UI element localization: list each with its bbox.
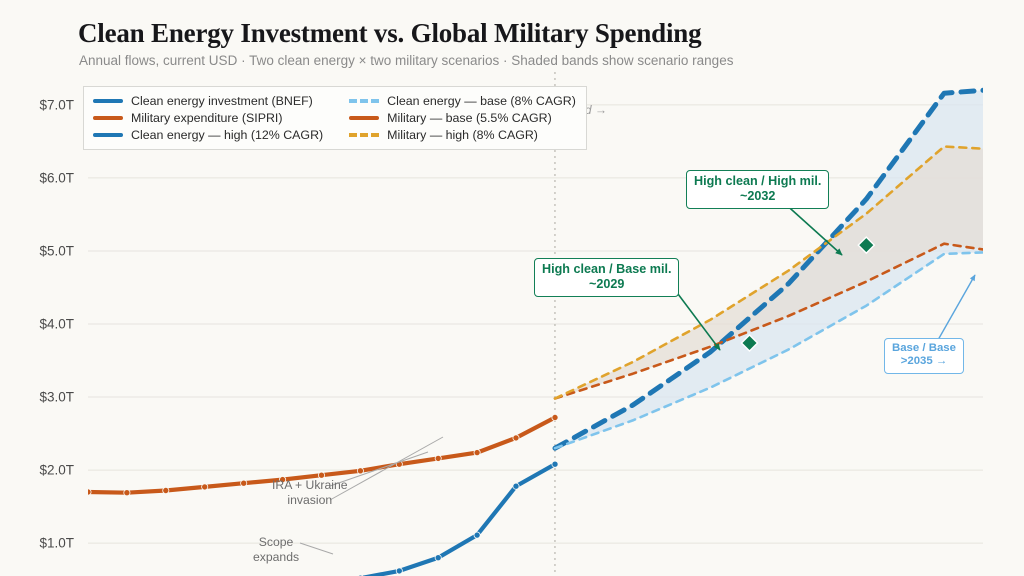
legend-clean-energy-actual[interactable]: Clean energy investment (BNEF) bbox=[93, 94, 323, 108]
series-line-4 bbox=[553, 242, 983, 400]
y-axis-tick-4: $3.0T bbox=[39, 389, 74, 405]
y-axis-tick-0: $7.0T bbox=[39, 97, 74, 113]
legend-military-high[interactable]: Military — high (8% CAGR) bbox=[349, 128, 576, 142]
data-point-1-9 bbox=[434, 454, 442, 462]
page-subtitle: Annual flows, current USD · Two clean en… bbox=[79, 53, 734, 68]
leader-scope bbox=[299, 542, 334, 555]
page-title: Clean Energy Investment vs. Global Milit… bbox=[78, 18, 702, 48]
data-point-1-12 bbox=[551, 413, 559, 421]
data-point-1-4 bbox=[240, 479, 248, 487]
callout-crossover-high-base: High clean / Base mil. ~2029 bbox=[534, 258, 680, 297]
legend-clean-energy-high[interactable]: Clean energy — high (12% CAGR) bbox=[93, 128, 323, 142]
chart-legend: Clean energy investment (BNEF) Clean ener… bbox=[83, 86, 587, 150]
data-point-0-11 bbox=[512, 482, 520, 490]
legend-swatch-icon bbox=[349, 96, 380, 107]
crossover-marker-0[interactable] bbox=[740, 334, 759, 352]
note-scope-expands: Scope expands bbox=[253, 535, 300, 564]
callout-crossover-high-high: High clean / High mil. ~2032 bbox=[686, 170, 830, 209]
leader-ira-military bbox=[329, 451, 429, 487]
a3 bbox=[937, 274, 976, 341]
data-point-0-9 bbox=[434, 554, 442, 562]
callout-base-base: Base / Base >2035 → bbox=[884, 338, 964, 374]
data-point-1-7 bbox=[356, 467, 364, 475]
legend-label: Clean energy investment (BNEF) bbox=[131, 94, 313, 108]
legend-swatch-icon bbox=[349, 113, 380, 124]
series-line-3 bbox=[553, 251, 983, 450]
data-point-1-3 bbox=[201, 483, 209, 491]
data-point-1-11 bbox=[512, 434, 520, 442]
legend-swatch-icon bbox=[93, 113, 123, 124]
data-point-1-6 bbox=[317, 471, 325, 479]
data-point-0-10 bbox=[473, 531, 481, 539]
data-point-1-5 bbox=[279, 476, 287, 484]
legend-label: Military — base (5.5% CAGR) bbox=[387, 111, 552, 125]
y-axis-tick-5: $2.0T bbox=[39, 462, 74, 478]
legend-military-actual[interactable]: Military expenditure (SIPRI) bbox=[93, 111, 323, 125]
crossover-marker-1[interactable] bbox=[857, 236, 876, 255]
series-line-5 bbox=[553, 145, 983, 400]
y-axis-tick-2: $5.0T bbox=[39, 243, 74, 259]
chart-plot-area bbox=[88, 72, 983, 576]
data-point-0-8 bbox=[395, 567, 403, 575]
leader-ira-clean bbox=[329, 436, 444, 501]
y-axis-tick-3: $4.0T bbox=[39, 316, 74, 332]
legend-swatch-icon bbox=[349, 130, 380, 141]
band-clean-energy-range bbox=[555, 90, 983, 449]
legend-label: Clean energy — base (8% CAGR) bbox=[387, 94, 576, 108]
legend-swatch-icon bbox=[93, 130, 123, 141]
data-point-0-12 bbox=[551, 460, 559, 468]
y-axis-tick-1: $6.0T bbox=[39, 170, 74, 186]
legend-label: Military — high (8% CAGR) bbox=[387, 128, 538, 142]
series-line-2 bbox=[552, 87, 983, 451]
data-point-1-2 bbox=[162, 486, 170, 494]
legend-clean-energy-base[interactable]: Clean energy — base (8% CAGR) bbox=[349, 94, 576, 108]
band-military-range bbox=[555, 146, 983, 399]
data-point-1-0 bbox=[88, 488, 92, 496]
legend-military-base[interactable]: Military — base (5.5% CAGR) bbox=[349, 111, 576, 125]
legend-label: Clean energy — high (12% CAGR) bbox=[131, 128, 324, 142]
legend-label: Military expenditure (SIPRI) bbox=[131, 111, 283, 125]
chart-svg bbox=[88, 72, 983, 576]
a1 bbox=[671, 285, 721, 351]
data-point-1-1 bbox=[123, 489, 131, 497]
note-ira-ukraine: IRA + Ukraine invasion bbox=[272, 478, 348, 507]
data-point-1-10 bbox=[473, 449, 481, 457]
y-axis-tick-6: $1.0T bbox=[39, 535, 74, 551]
y-axis-labels: $7.0T $6.0T $5.0T $4.0T $3.0T $2.0T $1.0T bbox=[0, 72, 88, 576]
legend-swatch-icon bbox=[93, 96, 123, 107]
